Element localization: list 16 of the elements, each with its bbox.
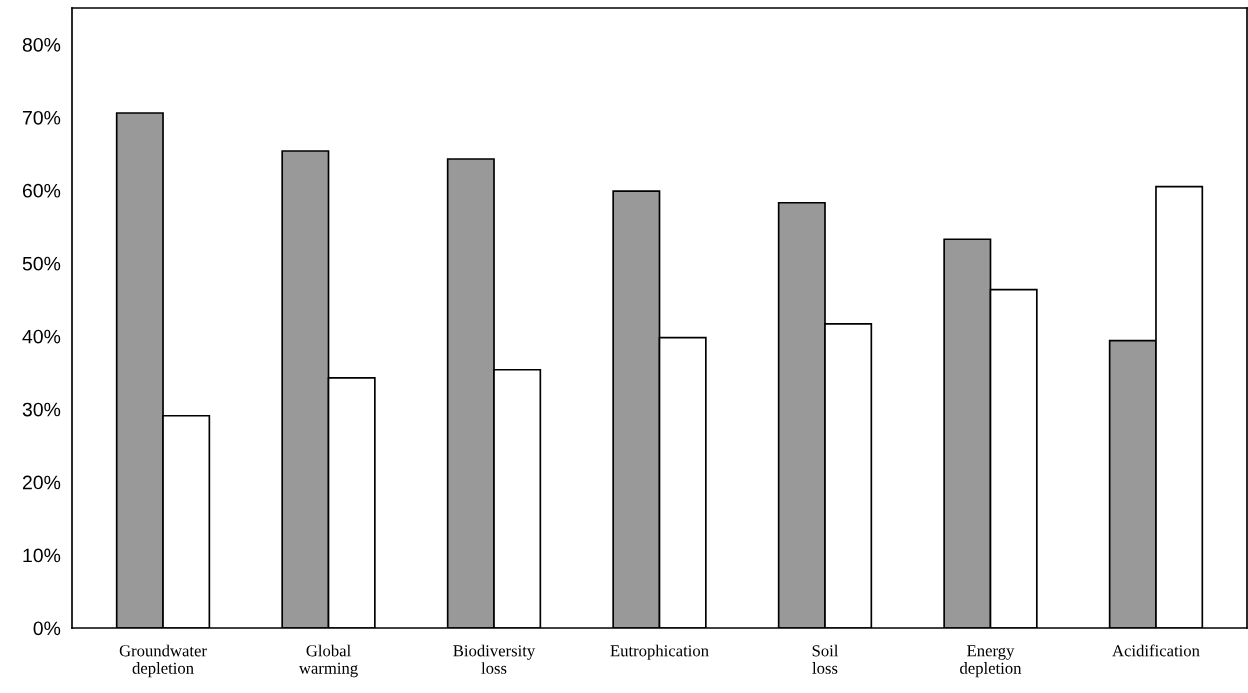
x-tick-label: Energy depletion — [960, 645, 1022, 678]
y-tick-label: 50% — [22, 256, 61, 271]
x-tick-label: Biodiversity loss — [453, 644, 536, 674]
y-tick-label: 60% — [22, 183, 61, 198]
x-tick-label: Acidification — [1112, 644, 1200, 657]
y-tick-label: 0% — [33, 621, 61, 636]
x-tick-label: Groundwater depletion — [119, 644, 207, 678]
x-tick-label: Eutrophication — [610, 644, 709, 660]
x-tick-label: Global warming — [298, 644, 358, 678]
y-tick-label: 40% — [22, 329, 61, 344]
y-tick-label: 30% — [22, 402, 61, 417]
x-tick-label: Soil loss — [812, 644, 839, 674]
y-tick-label: 70% — [22, 110, 61, 125]
y-tick-label: 20% — [22, 475, 61, 490]
y-tick-label: 10% — [23, 548, 61, 563]
y-tick-label: 80% — [22, 37, 61, 52]
